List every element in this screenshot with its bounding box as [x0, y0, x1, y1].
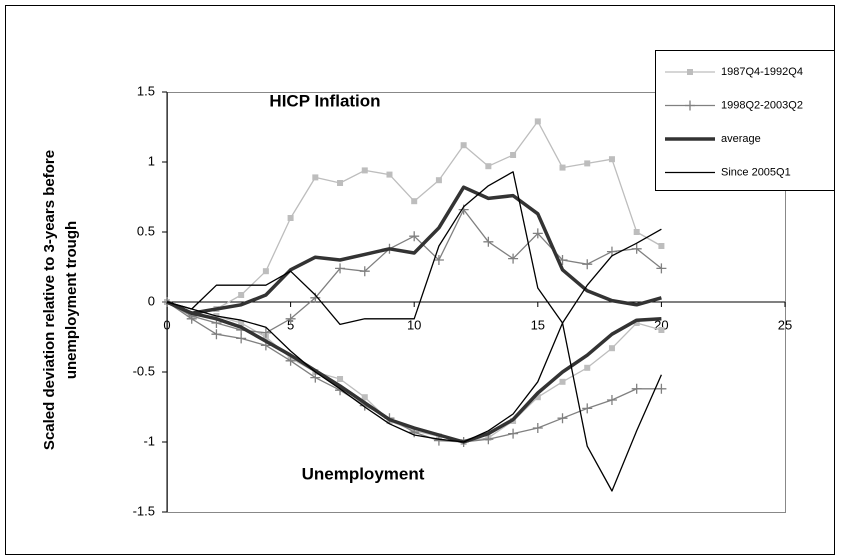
- marker: [361, 394, 368, 401]
- marker: [656, 263, 667, 274]
- marker: [359, 266, 370, 277]
- series-line: [166, 301, 662, 492]
- marker: [559, 378, 566, 385]
- marker: [361, 167, 368, 174]
- marker: [236, 333, 247, 344]
- marker: [435, 177, 442, 184]
- x-tick-label: 25: [778, 317, 792, 332]
- marker: [534, 394, 541, 401]
- marker: [606, 246, 617, 257]
- marker: [559, 164, 566, 171]
- marker: [532, 228, 543, 239]
- y-axis-label: Scaled deviation relative to 3-years bef…: [41, 150, 80, 450]
- marker: [287, 215, 294, 221]
- series-line: [166, 171, 662, 326]
- marker: [285, 313, 296, 324]
- marker: [312, 174, 319, 181]
- marker: [658, 243, 665, 249]
- marker: [584, 364, 591, 371]
- marker: [238, 320, 245, 326]
- marker: [460, 142, 467, 149]
- marker: [335, 263, 346, 274]
- marker: [260, 327, 271, 338]
- marker: [485, 163, 492, 170]
- annotation: Unemployment: [302, 464, 425, 483]
- marker: [337, 376, 344, 382]
- marker: [508, 428, 519, 439]
- marker: [433, 435, 444, 446]
- series-line: [166, 300, 662, 444]
- y-tick-label: 0: [148, 293, 155, 308]
- marker: [483, 434, 494, 445]
- legend-label: 1998Q2-2003Q2: [721, 99, 803, 111]
- marker: [337, 180, 344, 186]
- marker: [656, 383, 667, 394]
- series-line: [166, 185, 662, 315]
- marker: [582, 259, 593, 270]
- marker: [433, 255, 444, 265]
- legend: [655, 50, 835, 191]
- legend-label: Since 2005Q1: [721, 166, 791, 178]
- annotation: HICP Inflation: [269, 91, 380, 110]
- legend-label: 1987Q4-1992Q4: [721, 66, 803, 78]
- marker: [608, 156, 615, 163]
- marker: [685, 100, 695, 111]
- marker: [608, 345, 615, 352]
- marker: [584, 160, 591, 167]
- marker: [411, 198, 418, 205]
- y-label-line: unemployment trough: [63, 221, 80, 379]
- y-tick-label: -1: [143, 433, 155, 448]
- marker: [510, 152, 517, 158]
- y-tick-label: 0.5: [137, 223, 155, 238]
- marker: [285, 355, 296, 366]
- marker: [409, 231, 420, 242]
- y-tick-label: -1.5: [133, 503, 155, 518]
- marker: [186, 313, 197, 324]
- marker: [483, 236, 494, 247]
- marker: [262, 268, 269, 275]
- marker: [211, 329, 222, 340]
- x-tick-label: 10: [407, 317, 421, 332]
- y-tick-label: -0.5: [133, 363, 155, 378]
- x-tick-label: 15: [531, 317, 545, 332]
- x-tick-label: 0: [163, 317, 170, 332]
- y-tick-label: 1: [148, 153, 155, 168]
- marker: [557, 413, 568, 424]
- marker: [238, 292, 245, 298]
- x-tick-label: 5: [287, 317, 294, 332]
- marker: [532, 423, 543, 433]
- marker: [631, 243, 642, 254]
- marker: [631, 383, 642, 394]
- marker: [606, 395, 617, 405]
- marker: [633, 229, 640, 235]
- marker: [310, 372, 321, 383]
- marker: [508, 253, 519, 264]
- marker: [658, 327, 665, 333]
- legend-label: average: [721, 133, 761, 145]
- marker: [534, 118, 541, 125]
- marker: [687, 69, 693, 75]
- marker: [386, 171, 393, 178]
- y-tick-label: 1.5: [137, 83, 155, 98]
- marker: [633, 320, 640, 326]
- y-label-line: Scaled deviation relative to 3-years bef…: [41, 150, 58, 450]
- marker: [582, 403, 593, 414]
